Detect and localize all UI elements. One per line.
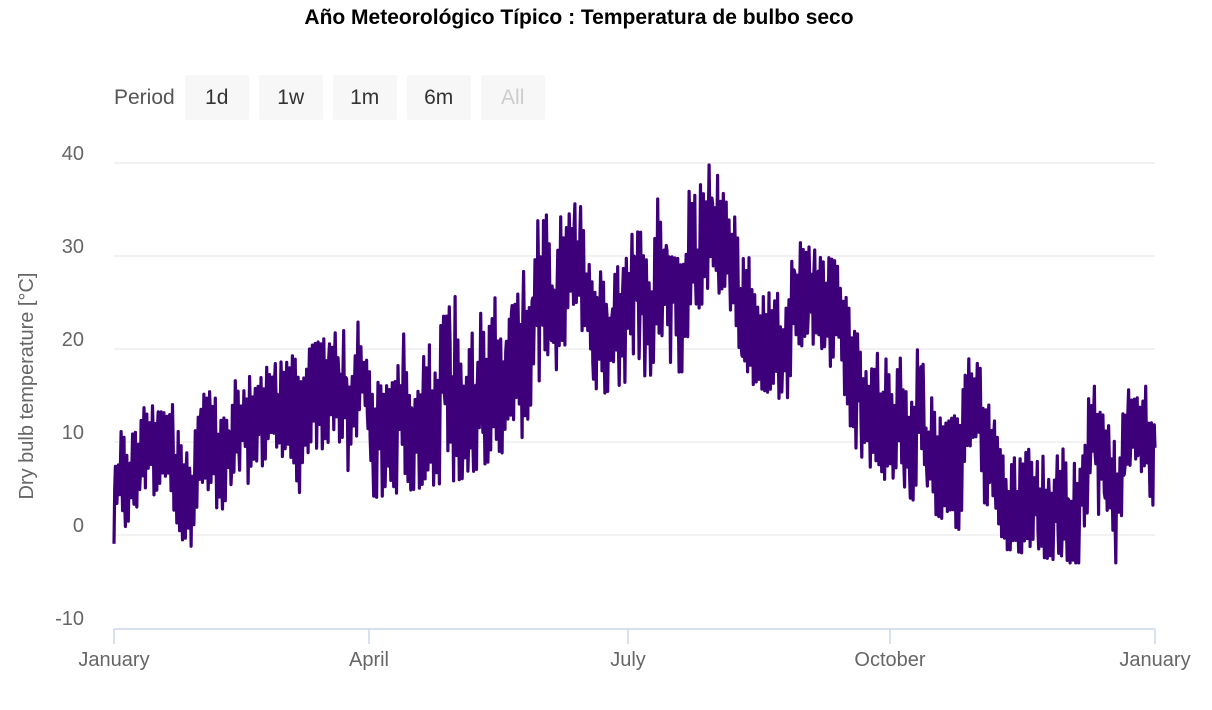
y-tick-label: 30 bbox=[62, 236, 84, 258]
y-tick-label: 20 bbox=[62, 329, 84, 351]
temperature-series bbox=[112, 163, 1157, 565]
period-label: Period bbox=[114, 85, 175, 109]
x-tick-label: July bbox=[610, 649, 646, 671]
x-tick-label: October bbox=[854, 649, 925, 671]
series-line bbox=[112, 163, 1157, 565]
range-button-1m[interactable]: 1m bbox=[332, 75, 397, 120]
chart-title: Año Meteorológico Típico : Temperatura d… bbox=[304, 6, 854, 29]
x-axis: January April July October January bbox=[78, 628, 1191, 671]
y-tick-label: 40 bbox=[62, 143, 84, 165]
range-button-6m[interactable]: 6m bbox=[406, 75, 471, 120]
x-tick-label: January bbox=[1119, 649, 1190, 671]
y-tick-label: -10 bbox=[55, 608, 84, 630]
x-tick-label: April bbox=[349, 649, 389, 671]
range-button-1d[interactable]: 1d bbox=[184, 75, 249, 120]
range-button-all: All bbox=[480, 75, 545, 120]
range-selector: Period 1d 1w 1m 6m All bbox=[114, 75, 555, 120]
x-tick-label: January bbox=[78, 649, 149, 671]
y-tick-label: 10 bbox=[62, 422, 84, 444]
range-button-1w[interactable]: 1w bbox=[258, 75, 323, 120]
y-tick-label: 0 bbox=[73, 515, 84, 537]
y-axis-title: Dry bulb temperature [°C] bbox=[16, 273, 38, 500]
